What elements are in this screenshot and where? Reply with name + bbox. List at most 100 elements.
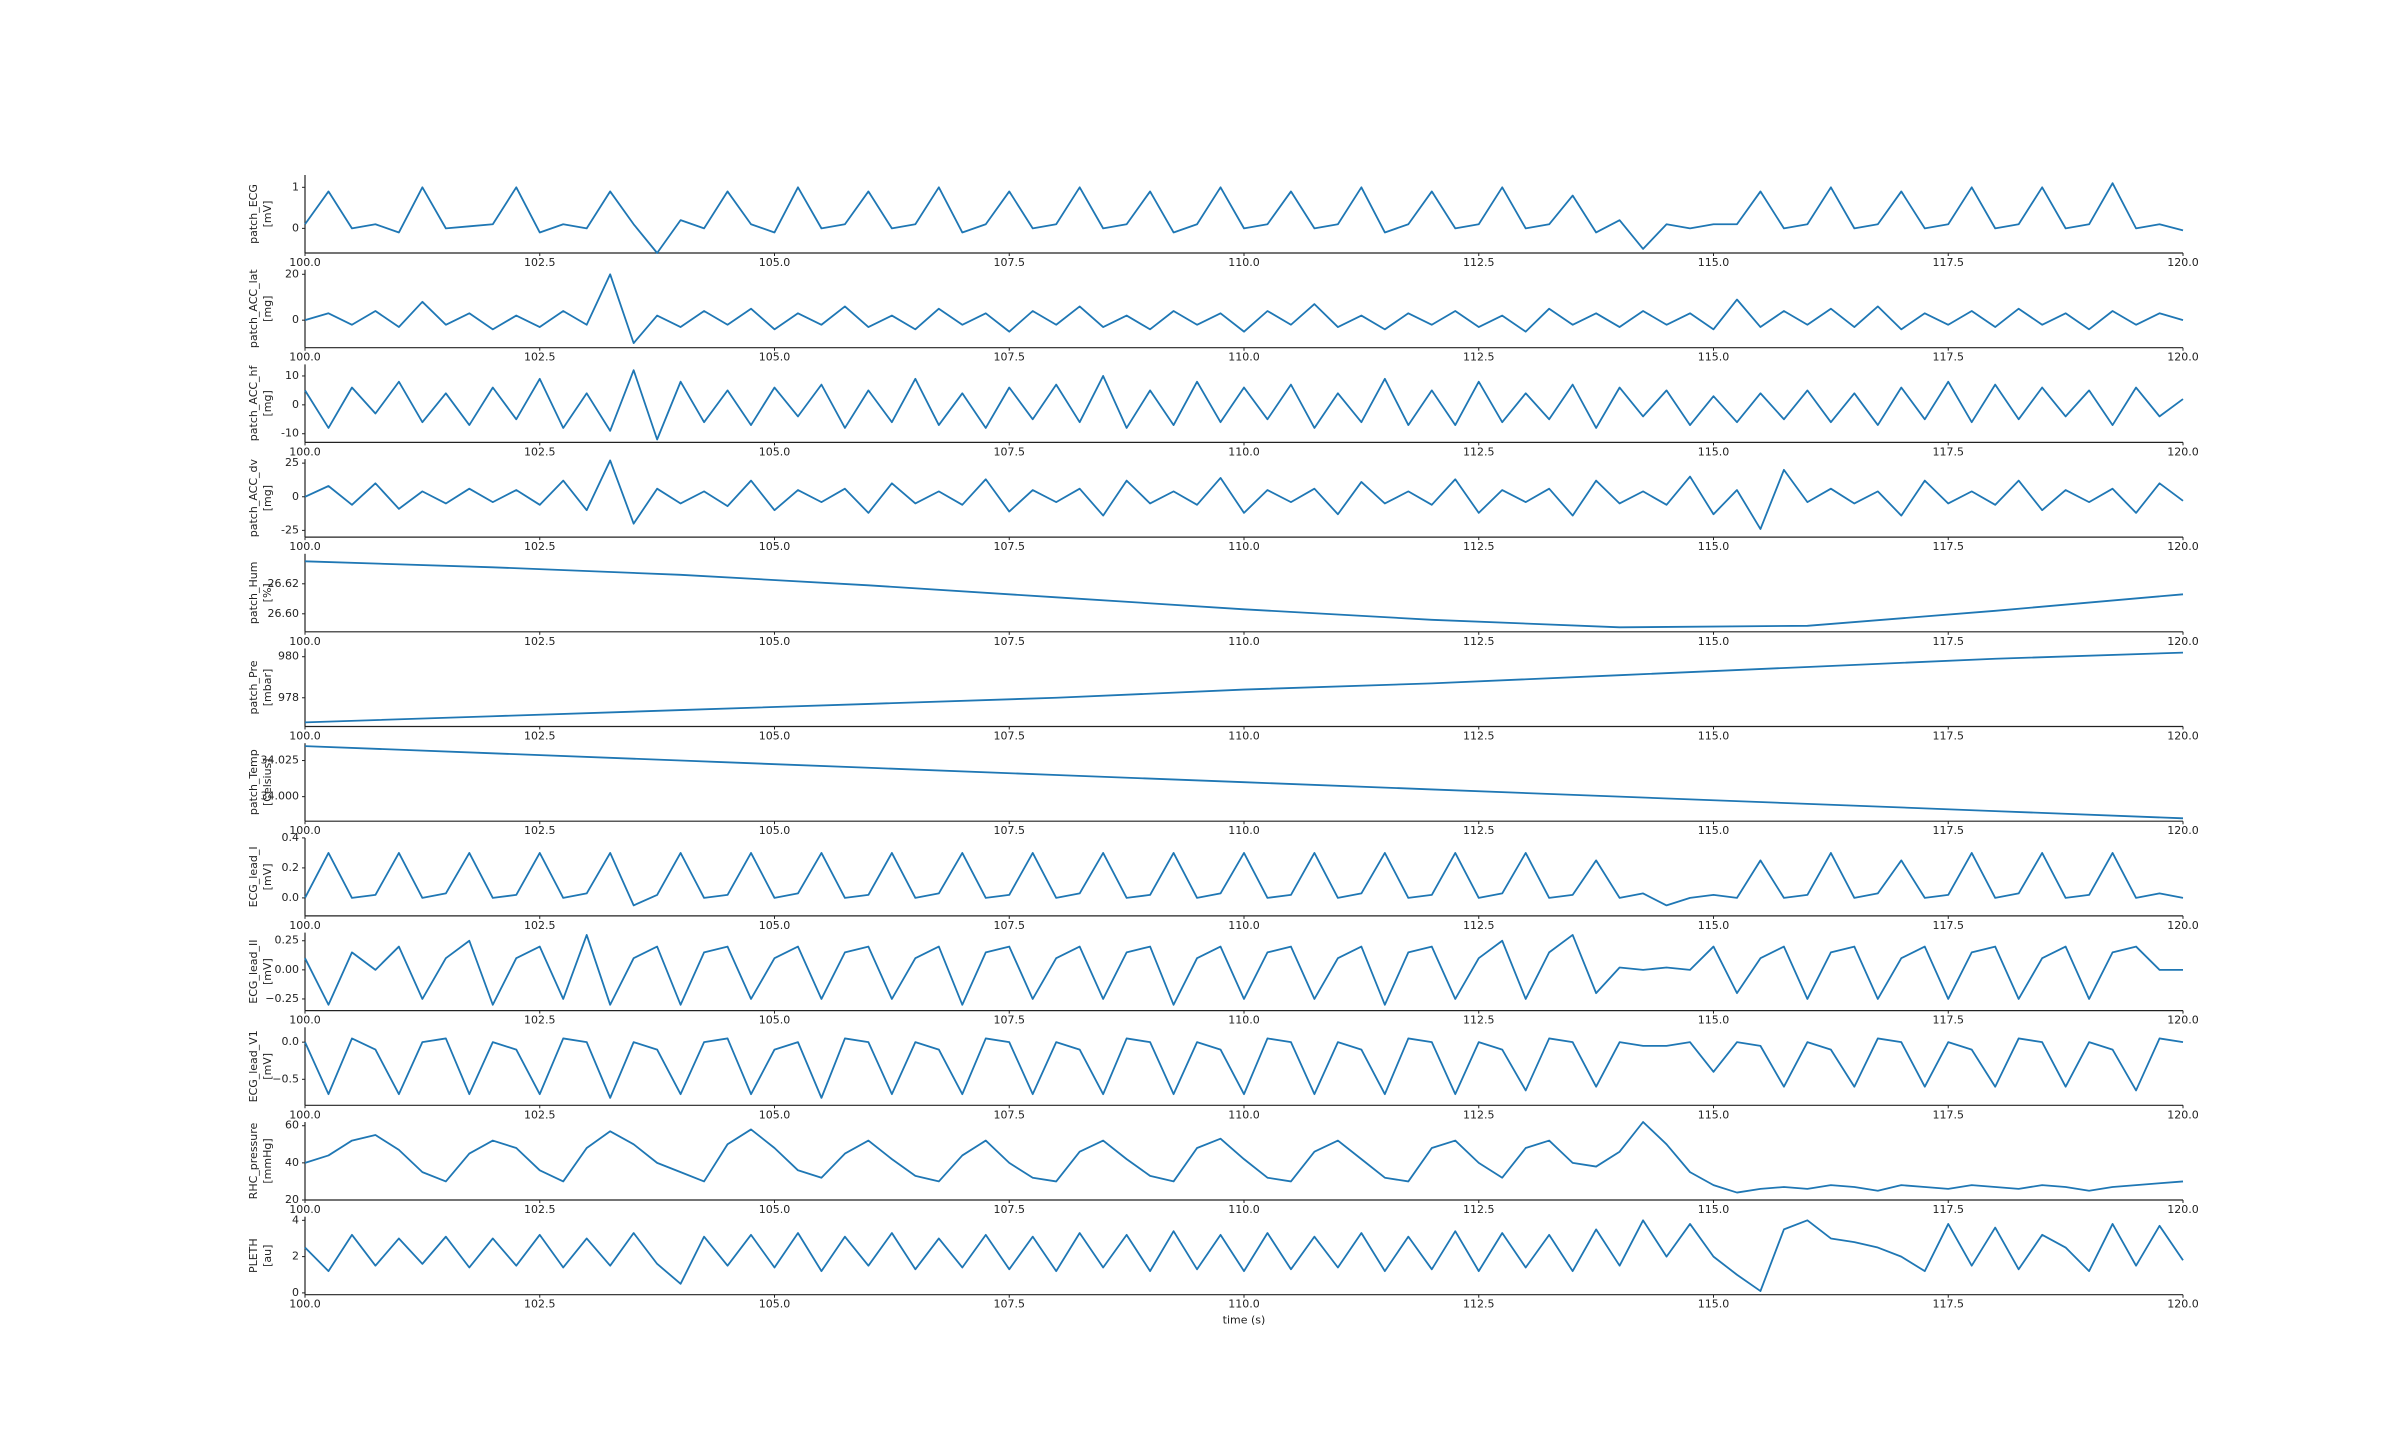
x-tick-label: 112.5 xyxy=(1463,256,1495,269)
x-tick-label: 115.0 xyxy=(1698,351,1730,364)
x-tick-label: 105.0 xyxy=(759,351,791,364)
x-tick-label: 105.0 xyxy=(759,1203,791,1216)
x-tick-label: 105.0 xyxy=(759,1108,791,1121)
x-tick-label: 112.5 xyxy=(1463,919,1495,932)
x-tick-label: 112.5 xyxy=(1463,540,1495,553)
x-tick-label: 117.5 xyxy=(1933,824,1965,837)
signal-line xyxy=(304,560,2184,629)
y-axis-label: PLETH xyxy=(247,1238,260,1273)
signal-line xyxy=(304,459,2184,530)
signal-line xyxy=(304,369,2184,441)
y-axis-label: [Celsius] xyxy=(261,758,274,806)
y-axis-label: patch_Temp xyxy=(247,749,260,815)
x-tick-label: 120.0 xyxy=(2167,919,2199,932)
y-tick-label: 0.4 xyxy=(282,831,300,844)
x-tick-label: 117.5 xyxy=(1933,1203,1965,1216)
x-tick-label: 102.5 xyxy=(524,1298,556,1311)
x-tick-label: 105.0 xyxy=(759,540,791,553)
y-tick-label: 4 xyxy=(292,1213,299,1226)
x-tick-label: 115.0 xyxy=(1698,1014,1730,1027)
x-tick-label: 100.0 xyxy=(289,256,321,269)
x-tick-label: 120.0 xyxy=(2167,1203,2199,1216)
x-tick-label: 110.0 xyxy=(1228,1014,1260,1027)
x-tick-label: 115.0 xyxy=(1698,256,1730,269)
signal-line xyxy=(304,852,2184,907)
y-tick-label: 34.025 xyxy=(261,754,300,767)
x-tick-label: 120.0 xyxy=(2167,445,2199,458)
x-tick-label: 102.5 xyxy=(524,1203,556,1216)
x-tick-label: 115.0 xyxy=(1698,919,1730,932)
x-tick-label: 110.0 xyxy=(1228,824,1260,837)
x-tick-label: 107.5 xyxy=(994,445,1026,458)
y-tick-label: 0.00 xyxy=(275,963,300,976)
y-tick-label: 60 xyxy=(285,1119,299,1132)
x-tick-label: 110.0 xyxy=(1228,1203,1260,1216)
x-tick-label: 110.0 xyxy=(1228,635,1260,648)
x-tick-label: 107.5 xyxy=(994,730,1026,743)
x-tick-label: 115.0 xyxy=(1698,730,1730,743)
y-tick-label: 25 xyxy=(285,456,299,469)
y-axis-label: [%] xyxy=(261,583,274,602)
x-tick-label: 115.0 xyxy=(1698,540,1730,553)
x-tick-label: 107.5 xyxy=(994,1108,1026,1121)
y-axis-label: [mbar] xyxy=(261,669,274,707)
signal-line xyxy=(304,273,2184,345)
x-tick-label: 105.0 xyxy=(759,824,791,837)
y-tick-label: -10 xyxy=(281,427,299,440)
subplot: 26.60 26.62 100.0 102.5 105.0 107.5 110.0 112.5… xyxy=(247,553,2199,648)
x-tick-label: 100.0 xyxy=(289,730,321,743)
signal-line xyxy=(304,745,2184,820)
subplot: 0 20 100.0 102.5 105.0 107.5 110.0 112.5 115.0 11… xyxy=(247,267,2199,363)
signal-line xyxy=(304,182,2184,254)
y-tick-label: 980 xyxy=(278,650,299,663)
x-tick-label: 120.0 xyxy=(2167,351,2199,364)
x-tick-label: 112.5 xyxy=(1463,730,1495,743)
y-axis-label: [mg] xyxy=(261,390,274,416)
x-tick-label: 100.0 xyxy=(289,824,321,837)
y-tick-label: 1 xyxy=(292,180,299,193)
x-tick-label: 115.0 xyxy=(1698,1203,1730,1216)
y-axis-label: ECG_lead_V1 xyxy=(247,1030,260,1102)
subplot: −0.5 0.0 100.0 102.5 105.0 107.5 110.0 112.5 115… xyxy=(247,1027,2199,1121)
x-tick-label: 120.0 xyxy=(2167,1108,2199,1121)
x-tick-label: 120.0 xyxy=(2167,730,2199,743)
y-axis-label: [mV] xyxy=(261,863,274,890)
subplot: 0.0 0.2 0.4 100.0 102.5 105.0 107.5 110.0 112.5 1… xyxy=(247,831,2199,932)
x-tick-label: 107.5 xyxy=(994,824,1026,837)
x-tick-label: 102.5 xyxy=(524,1108,556,1121)
x-tick-label: 100.0 xyxy=(289,1014,321,1027)
y-tick-label: -25 xyxy=(281,523,299,536)
x-tick-label: 112.5 xyxy=(1463,1014,1495,1027)
x-axis-label: time (s) xyxy=(1223,1314,1266,1327)
y-axis-label: patch_Hum xyxy=(247,562,260,625)
x-tick-label: 120.0 xyxy=(2167,1014,2199,1027)
x-tick-label: 110.0 xyxy=(1228,1108,1260,1121)
y-tick-label: 978 xyxy=(278,691,299,704)
signal-line xyxy=(304,1121,2184,1194)
x-tick-label: 110.0 xyxy=(1228,1298,1260,1311)
x-tick-label: 112.5 xyxy=(1463,1203,1495,1216)
y-axis-label: [mmHg] xyxy=(261,1138,274,1183)
y-tick-label: −0.25 xyxy=(265,992,299,1005)
x-tick-label: 102.5 xyxy=(524,730,556,743)
x-tick-label: 117.5 xyxy=(1933,1014,1965,1027)
y-tick-label: 10 xyxy=(285,369,299,382)
x-tick-label: 117.5 xyxy=(1933,540,1965,553)
y-axis-label: [mV] xyxy=(261,201,274,228)
x-tick-label: 105.0 xyxy=(759,1298,791,1311)
x-tick-label: 110.0 xyxy=(1228,445,1260,458)
y-tick-label: 0 xyxy=(292,1286,299,1299)
x-tick-label: 105.0 xyxy=(759,445,791,458)
y-axis-label: [au] xyxy=(261,1245,274,1267)
subplot: 0 2 4 100.0 102.5 105.0 107.5 110.0 112.5 115.0 11… xyxy=(247,1213,2199,1326)
x-tick-label: 107.5 xyxy=(994,351,1026,364)
x-tick-label: 107.5 xyxy=(994,635,1026,648)
x-tick-label: 107.5 xyxy=(994,256,1026,269)
x-tick-label: 102.5 xyxy=(524,351,556,364)
x-tick-label: 100.0 xyxy=(289,445,321,458)
x-tick-label: 100.0 xyxy=(289,351,321,364)
x-tick-label: 120.0 xyxy=(2167,1298,2199,1311)
x-tick-label: 120.0 xyxy=(2167,256,2199,269)
y-tick-label: 0 xyxy=(292,490,299,503)
